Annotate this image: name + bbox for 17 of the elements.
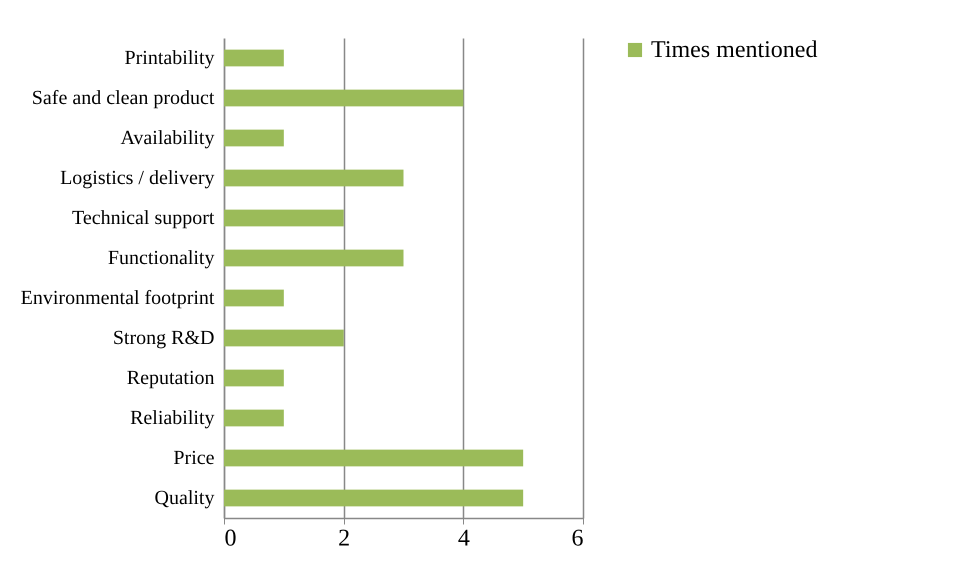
y-tick-label: Availability bbox=[120, 127, 214, 149]
y-tick-label: Environmental footprint bbox=[20, 287, 215, 309]
y-tick-label: Reliability bbox=[130, 407, 214, 429]
y-tick-label: Quality bbox=[154, 487, 214, 509]
legend-label: Times mentioned bbox=[651, 37, 818, 63]
y-tick-label: Functionality bbox=[108, 247, 214, 269]
x-tick-label: 2 bbox=[338, 526, 350, 552]
y-tick-label: Reputation bbox=[126, 367, 214, 389]
x-tick-label: 0 bbox=[224, 526, 236, 552]
y-tick-label: Price bbox=[173, 447, 215, 469]
y-tick-label: Logistics / delivery bbox=[60, 167, 214, 189]
y-tick-label: Printability bbox=[124, 47, 214, 69]
y-tick-label: Technical support bbox=[72, 207, 215, 229]
y-tick-label: Safe and clean product bbox=[32, 87, 215, 109]
y-tick-label: Strong R&D bbox=[112, 327, 214, 349]
x-tick-label: 4 bbox=[458, 526, 470, 552]
x-tick-label: 6 bbox=[572, 526, 584, 552]
